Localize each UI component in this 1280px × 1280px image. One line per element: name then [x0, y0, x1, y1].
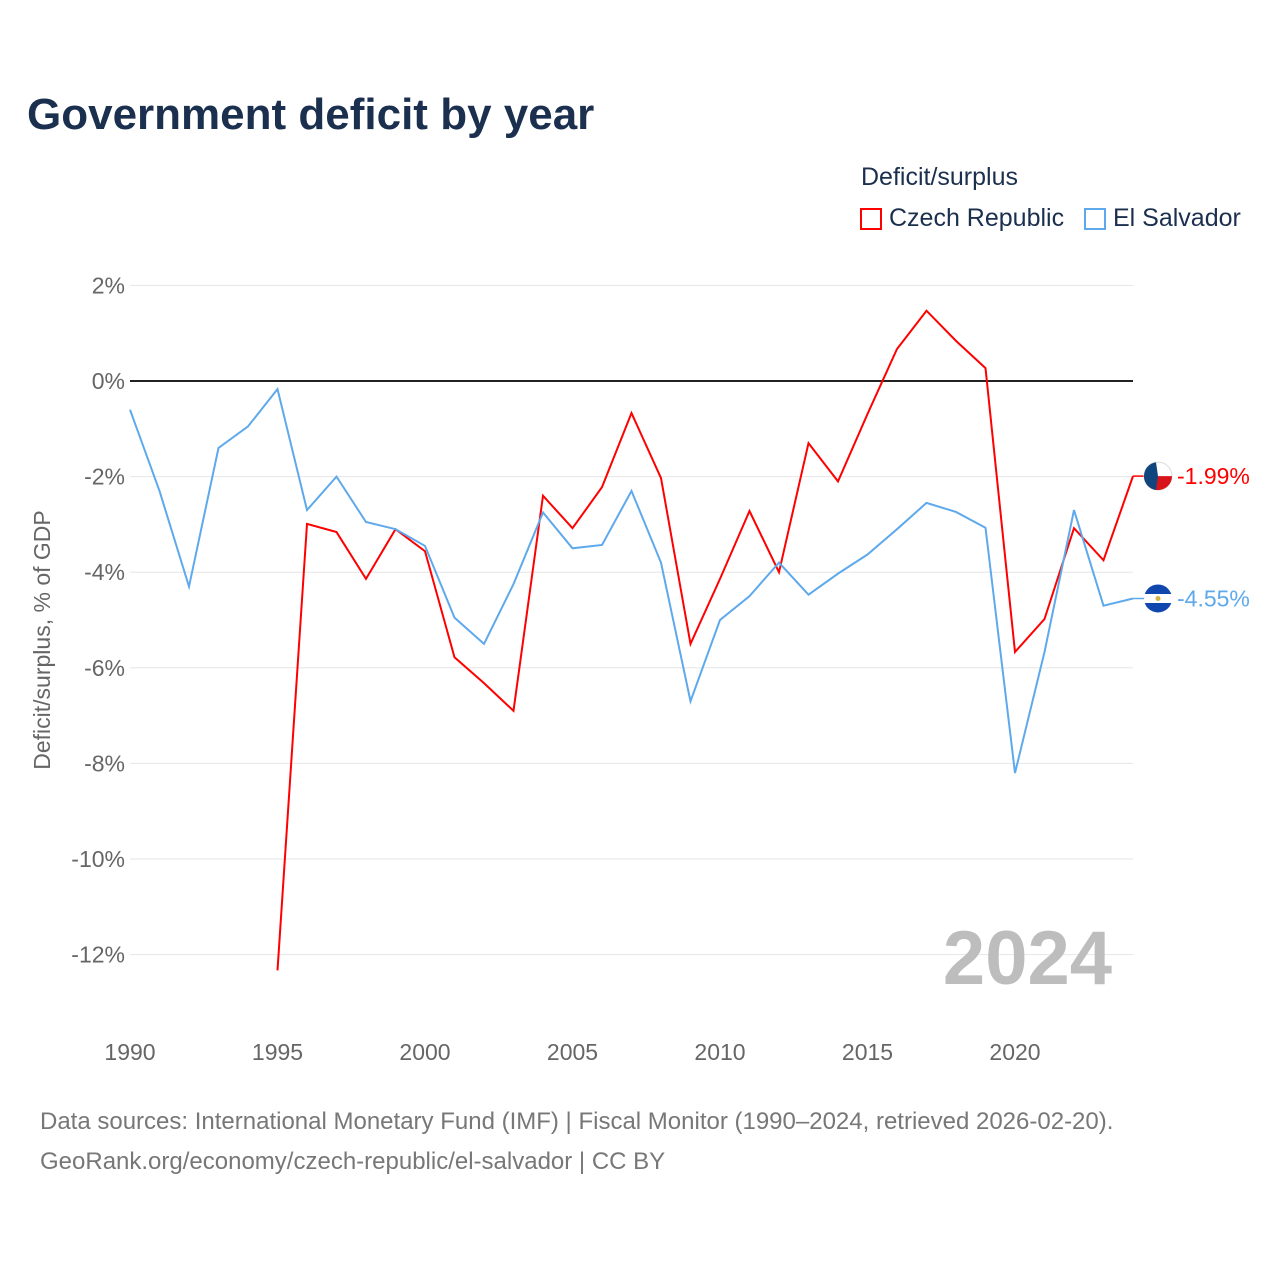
y-tick-label: 2% [92, 272, 125, 298]
legend-swatch [1084, 207, 1106, 230]
y-tick-label: -12% [71, 942, 125, 968]
x-tick-label: 1995 [252, 1039, 303, 1065]
end-value-label: -4.55% [1177, 585, 1250, 611]
chart-title: Government deficit by year [27, 90, 595, 139]
y-tick-label: -4% [84, 559, 125, 585]
y-tick-label: -2% [84, 464, 125, 490]
year-watermark: 2024 [943, 916, 1112, 1001]
y-tick-label: -8% [84, 750, 125, 776]
flag-emblem [1155, 595, 1161, 601]
x-tick-label: 1990 [104, 1039, 155, 1065]
legend-label: Czech Republic [889, 204, 1065, 232]
series-line-czech-republic [276, 309, 1134, 971]
series-line-el-salvador [129, 386, 1134, 774]
legend-swatch [860, 207, 882, 230]
flag-blue-part [1143, 462, 1158, 491]
x-tick-label: 2020 [989, 1039, 1040, 1065]
y-axis-label: Deficit/surplus, % of GDP [29, 510, 55, 769]
x-tick-label: 2010 [694, 1039, 745, 1065]
legend-label: El Salvador [1113, 204, 1241, 232]
source-line-1: Data sources: International Monetary Fun… [40, 1108, 1114, 1135]
y-tick-label: -10% [71, 846, 125, 872]
source-line-2[interactable]: GeoRank.org/economy/czech-republic/el-sa… [40, 1148, 666, 1175]
x-tick-label: 2000 [399, 1039, 450, 1065]
x-tick-label: 2005 [547, 1039, 598, 1065]
y-tick-label: -6% [84, 655, 125, 681]
legend-item-czech-republic[interactable]: Czech Republic [860, 204, 1064, 233]
y-tick-label: 0% [92, 368, 125, 394]
legend-title: Deficit/surplus [861, 163, 1018, 191]
x-tick-label: 2015 [842, 1039, 893, 1065]
legend-item-el-salvador[interactable]: El Salvador [1084, 204, 1241, 233]
end-value-label: -1.99% [1177, 463, 1250, 489]
